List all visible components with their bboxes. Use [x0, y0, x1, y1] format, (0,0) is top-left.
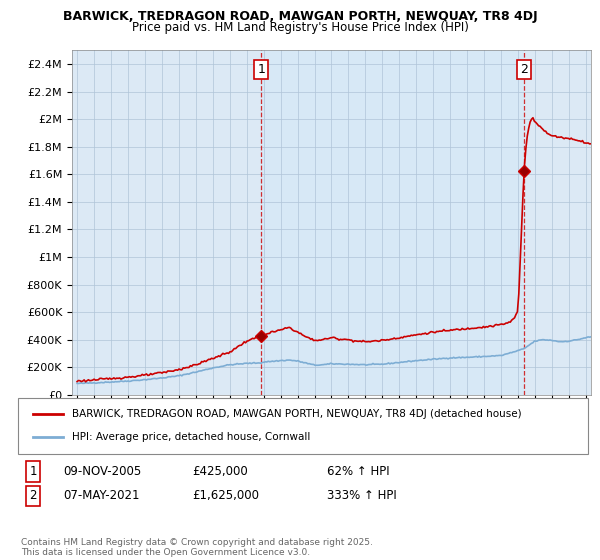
Text: 1: 1 [257, 63, 265, 76]
Text: 09-NOV-2005: 09-NOV-2005 [63, 465, 141, 478]
Text: 2: 2 [520, 63, 528, 76]
Text: 07-MAY-2021: 07-MAY-2021 [63, 489, 139, 502]
Text: £1,625,000: £1,625,000 [192, 489, 259, 502]
Text: 333% ↑ HPI: 333% ↑ HPI [327, 489, 397, 502]
Text: £425,000: £425,000 [192, 465, 248, 478]
Bar [261, 50, 524, 395]
Text: 2: 2 [29, 489, 37, 502]
Text: 1: 1 [29, 465, 37, 478]
Text: Contains HM Land Registry data © Crown copyright and database right 2025.
This d: Contains HM Land Registry data © Crown c… [21, 538, 373, 557]
Text: HPI: Average price, detached house, Cornwall: HPI: Average price, detached house, Corn… [72, 432, 310, 442]
Text: BARWICK, TREDRAGON ROAD, MAWGAN PORTH, NEWQUAY, TR8 4DJ (detached house): BARWICK, TREDRAGON ROAD, MAWGAN PORTH, N… [72, 409, 521, 419]
Text: Price paid vs. HM Land Registry's House Price Index (HPI): Price paid vs. HM Land Registry's House … [131, 21, 469, 34]
Text: BARWICK, TREDRAGON ROAD, MAWGAN PORTH, NEWQUAY, TR8 4DJ: BARWICK, TREDRAGON ROAD, MAWGAN PORTH, N… [62, 10, 538, 22]
Text: 62% ↑ HPI: 62% ↑ HPI [327, 465, 389, 478]
